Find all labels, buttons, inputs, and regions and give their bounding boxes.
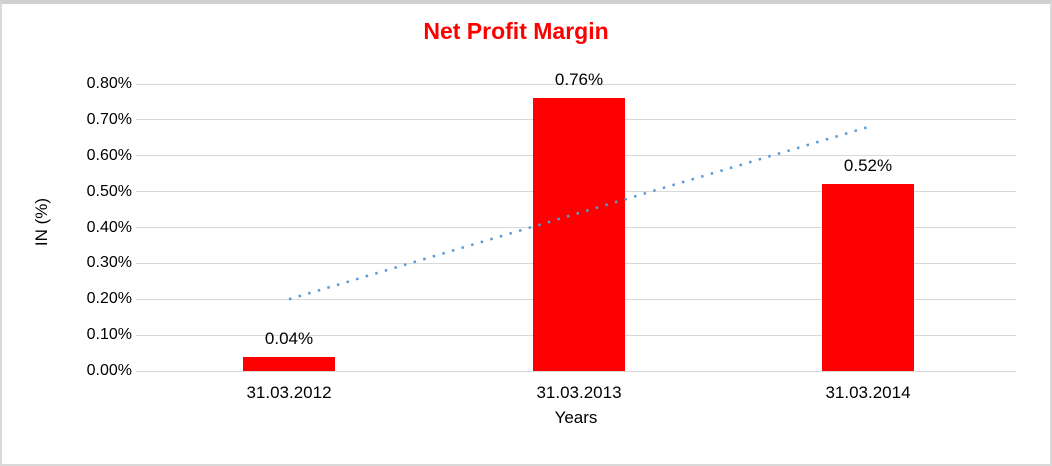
y-tick-label: 0.10% [86, 326, 132, 344]
x-tick-label: 31.03.2014 [825, 383, 911, 402]
bar-31.03.2012 [243, 356, 335, 371]
bar-data-label: 0.52% [843, 156, 893, 176]
y-tick-label: 0.30% [86, 254, 132, 272]
y-tick-label: 0.60% [86, 146, 132, 164]
bar-31.03.2014 [822, 184, 914, 371]
bar-31.03.2013 [533, 98, 625, 371]
gridline-0.00% [136, 370, 1016, 372]
y-tick-label: 0.80% [86, 75, 132, 92]
chart-title: Net Profit Margin [423, 18, 609, 44]
y-tick-label: 0.50% [86, 182, 132, 200]
y-tick-label: 0.20% [86, 290, 132, 308]
x-axis-title: Years [554, 408, 598, 427]
gridline-0.80% [136, 83, 1016, 85]
bar-data-label: 0.04% [264, 328, 314, 348]
bar-data-label: 0.76% [554, 70, 604, 90]
y-tick-label: 0.70% [86, 110, 132, 128]
y-tick-label: 0.00% [86, 362, 132, 379]
x-tick-label: 31.03.2012 [246, 383, 332, 402]
x-tick-label: 31.03.2013 [536, 383, 622, 402]
y-tick-label: 0.40% [86, 218, 132, 236]
